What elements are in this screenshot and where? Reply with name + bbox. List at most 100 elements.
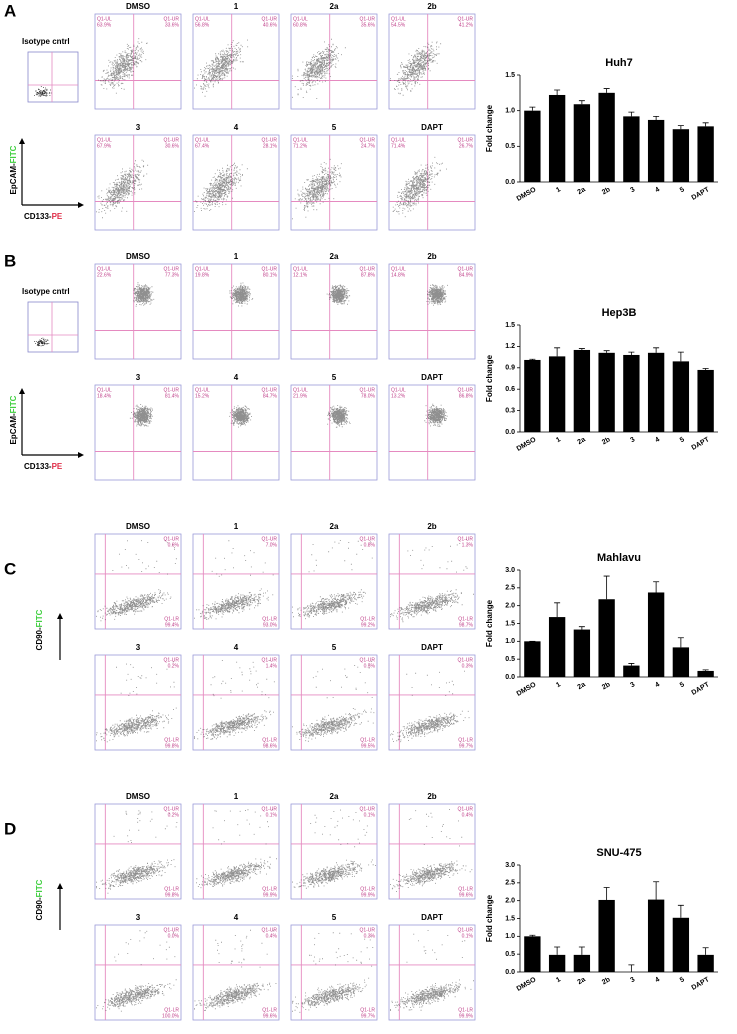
y-tick-label: 0.0 — [505, 429, 515, 436]
error-bar — [529, 106, 536, 111]
flow-plot — [192, 533, 280, 630]
error-bar — [653, 581, 660, 593]
plot-title: DAPT — [421, 373, 443, 382]
quadrant-name: Q1-UR — [163, 387, 179, 393]
quadrant-pct: 30.6% — [165, 143, 180, 149]
plot-title: 1 — [234, 252, 239, 261]
bar — [524, 936, 541, 972]
quadrant-pct: 0.2% — [168, 812, 180, 818]
quadrant-pct: 0.1% — [266, 812, 278, 818]
plot-title: 5 — [332, 123, 337, 132]
x-tick-label: DAPT — [691, 681, 712, 697]
plot-title: 2b — [427, 252, 436, 261]
chart-title: SNU-475 — [596, 847, 641, 859]
quadrant-pct: 99.8% — [165, 892, 180, 898]
plot-title: DAPT — [421, 643, 443, 652]
quadrant-name: Q1-UR — [163, 137, 179, 143]
quadrant-pct: 24.7% — [361, 143, 376, 149]
bar — [524, 110, 541, 182]
y-tick-label: 0.9 — [505, 365, 515, 372]
y-tick-label: 1.2 — [505, 343, 515, 350]
quadrant-pct: 21.9% — [293, 393, 308, 399]
flow-plot — [388, 803, 476, 900]
quadrant-pct: 33.6% — [165, 22, 180, 28]
y-tick-label: 0.0 — [505, 179, 515, 186]
quadrant-name: Q1-UL — [97, 137, 112, 143]
x-tick-label: 4 — [654, 681, 661, 689]
quadrant-pct: 99.5% — [361, 743, 376, 749]
bar — [623, 116, 640, 182]
y-axis-label-part: EpCAM- — [9, 413, 18, 444]
plot-title: DAPT — [421, 123, 443, 132]
bar — [573, 104, 591, 182]
plot-title: 2a — [330, 252, 339, 261]
arrow-head — [57, 883, 63, 889]
error-bar — [529, 358, 536, 360]
flow-plot — [192, 384, 280, 481]
quadrant-name: Q1-LR — [262, 1007, 277, 1013]
flow-plot — [388, 533, 476, 630]
x-axis-label: CD133-PE — [24, 212, 63, 221]
x-tick-label: 4 — [654, 436, 661, 444]
bar — [672, 129, 690, 182]
panel-letter: C — [4, 559, 16, 578]
chart-title: Hep3B — [602, 307, 637, 319]
quadrant-name: Q1-LR — [164, 737, 179, 743]
plot-title: DAPT — [421, 913, 443, 922]
quadrant-name: Q1-UR — [457, 16, 473, 22]
quadrant-name: Q1-LR — [164, 616, 179, 622]
quadrant-name: Q1-UL — [195, 266, 210, 272]
y-tick-label: 1.0 — [505, 638, 515, 645]
arrow-head — [78, 452, 84, 458]
events — [327, 405, 351, 428]
quadrant-pct: 0.0% — [168, 933, 180, 939]
plot-title: 5 — [332, 913, 337, 922]
flow-plot — [192, 263, 280, 360]
y-axis-label: EpCAM-FITC — [9, 145, 18, 194]
quadrant-name: Q1-UR — [163, 657, 179, 663]
flow-plot — [94, 654, 182, 751]
quadrant-name: Q1-UR — [457, 657, 473, 663]
error-bar — [653, 115, 660, 120]
error-bar — [603, 575, 610, 600]
quadrant-name: Q1-UR — [457, 137, 473, 143]
error-bar — [653, 881, 660, 900]
quadrant-name: Q1-UR — [261, 927, 277, 933]
x-tick-label: DMSO — [516, 681, 538, 698]
quadrant-name: Q1-LR — [262, 886, 277, 892]
quadrant-name: Q1-UR — [163, 266, 179, 272]
y-tick-label: 1.0 — [505, 933, 515, 940]
quadrant-name: Q1-LR — [262, 616, 277, 622]
quadrant-pct: 13.2% — [391, 393, 406, 399]
x-tick-label: DAPT — [691, 976, 712, 992]
y-axis-title: Fold change — [485, 354, 494, 402]
y-tick-label: 2.0 — [505, 898, 515, 905]
x-axis-label-part: CD133- — [24, 462, 52, 471]
events — [292, 38, 346, 99]
error-bar — [628, 964, 635, 972]
flow-plot — [94, 134, 182, 231]
quadrant-pct: 0.2% — [168, 663, 180, 669]
events — [229, 282, 254, 307]
error-bar — [529, 934, 536, 937]
error-bar — [702, 122, 709, 127]
bar — [697, 369, 714, 432]
bar — [573, 349, 591, 432]
plot-title: 4 — [234, 643, 239, 652]
y-axis-label: CD90-FITC — [35, 879, 44, 920]
error-bar — [578, 626, 585, 630]
quadrant-pct: 0.4% — [462, 812, 474, 818]
quadrant-pct: 0.4% — [266, 933, 278, 939]
x-axis-label-part: PE — [52, 212, 63, 221]
y-tick-label: 1.5 — [505, 915, 515, 922]
bar — [524, 359, 541, 432]
events — [96, 159, 149, 219]
x-tick-label: 2a — [577, 186, 587, 196]
bar — [647, 119, 665, 182]
quadrant-pct: 100.0% — [162, 1013, 180, 1019]
x-tick-label: 2a — [577, 436, 587, 446]
flow-plot — [192, 654, 280, 751]
arrow-head — [19, 138, 25, 144]
quadrant-name: Q1-LR — [458, 737, 473, 743]
